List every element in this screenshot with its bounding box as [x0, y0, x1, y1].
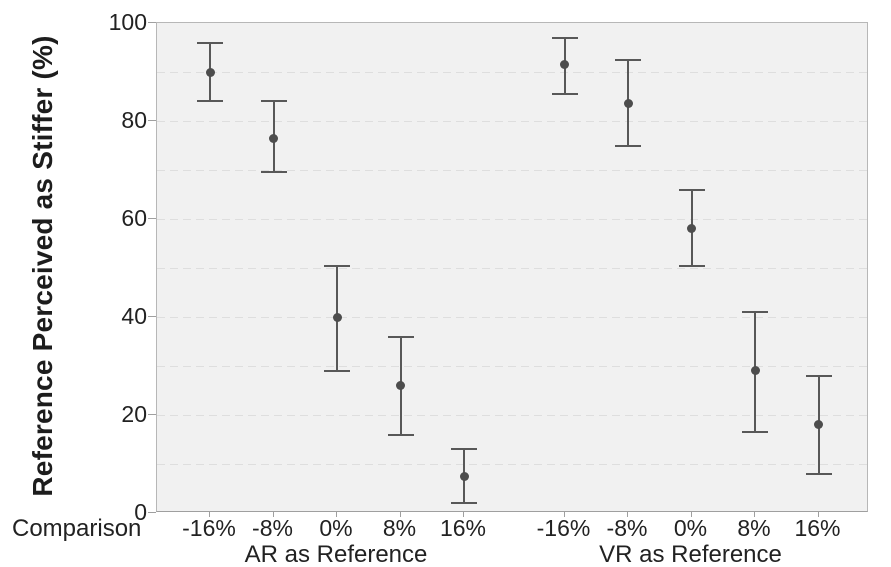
x-category-label: 16%	[794, 515, 841, 541]
error-bar-cap-top	[387, 335, 414, 338]
error-bar-cap-bottom	[742, 431, 768, 434]
x-category-label: 0%	[673, 515, 708, 541]
series-group-label: VR as Reference	[599, 541, 782, 567]
x-tick-mark	[563, 512, 565, 517]
y-tick-mark	[148, 218, 156, 219]
gridline	[157, 169, 867, 171]
y-tick-label: 20	[121, 401, 147, 427]
x-category-label: 8%	[382, 515, 417, 541]
x-tick-mark	[817, 512, 819, 517]
y-tick-mark	[148, 414, 156, 415]
plot-area	[156, 22, 868, 512]
x-tick-mark	[336, 512, 337, 517]
y-tick-mark	[148, 22, 156, 23]
gridline	[157, 218, 867, 220]
data-point	[623, 99, 633, 109]
x-category-label: -8%	[252, 515, 293, 541]
x-category-label: -8%	[606, 515, 648, 541]
gridline	[157, 414, 867, 416]
y-tick-label: 40	[121, 303, 147, 329]
x-axis-title: Comparison	[12, 515, 142, 542]
x-tick-mark	[463, 512, 464, 517]
y-tick-label: 80	[121, 107, 147, 133]
y-tick-label: 60	[121, 205, 147, 231]
x-category-label: -16%	[182, 515, 236, 541]
gridline	[157, 365, 867, 367]
error-bar-cap-top	[451, 448, 477, 451]
x-tick-mark	[690, 512, 692, 517]
data-point	[560, 60, 569, 70]
error-bar-cap-top	[197, 41, 223, 44]
y-tick-mark	[148, 120, 156, 121]
data-point	[814, 420, 823, 430]
y-tick-mark	[148, 512, 156, 513]
error-bar-cap-top	[551, 36, 578, 39]
data-point	[269, 133, 278, 143]
x-tick-mark	[627, 512, 628, 517]
error-bar-cap-bottom	[260, 171, 287, 174]
data-point	[459, 471, 469, 481]
error-bar-cap-bottom	[551, 93, 578, 96]
error-bar-cap-bottom	[387, 433, 414, 436]
error-bar-cap-top	[260, 100, 287, 103]
error-bar-cap-bottom	[451, 502, 477, 505]
error-bar-cap-top	[324, 264, 350, 267]
data-point	[687, 224, 696, 234]
x-category-label: 16%	[439, 515, 487, 541]
x-tick-mark	[209, 512, 210, 517]
x-tick-mark	[754, 512, 755, 517]
error-bar-cap-bottom	[324, 369, 350, 372]
error-bar-cap-bottom	[615, 144, 641, 147]
y-tick-label: 0	[134, 499, 147, 525]
x-category-label: 0%	[319, 515, 353, 541]
series-group-label: AR as Reference	[244, 541, 428, 567]
data-point	[332, 312, 342, 322]
gridline	[157, 120, 867, 122]
error-bar-cap-top	[678, 188, 705, 191]
error-bar-cap-top	[742, 311, 768, 314]
gridline	[157, 267, 867, 269]
y-axis-title: Reference Perceived as Stiffer (%)	[27, 35, 58, 497]
data-point	[396, 381, 405, 391]
x-category-label: 8%	[737, 515, 771, 541]
x-tick-mark	[399, 512, 401, 517]
error-bar-cap-bottom	[678, 264, 705, 267]
gridline	[157, 463, 867, 465]
data-point	[750, 366, 760, 376]
y-tick-label: 100	[108, 9, 147, 35]
error-bar-cap-top	[805, 374, 832, 377]
gridline	[157, 316, 867, 318]
error-bar-cap-bottom	[805, 472, 832, 475]
data-point	[205, 67, 215, 77]
x-category-label: -16%	[536, 515, 591, 541]
gridline	[157, 71, 867, 73]
x-tick-mark	[272, 512, 274, 517]
error-bar-cap-top	[615, 58, 641, 61]
error-bar-cap-bottom	[197, 100, 223, 103]
y-tick-mark	[148, 316, 156, 317]
